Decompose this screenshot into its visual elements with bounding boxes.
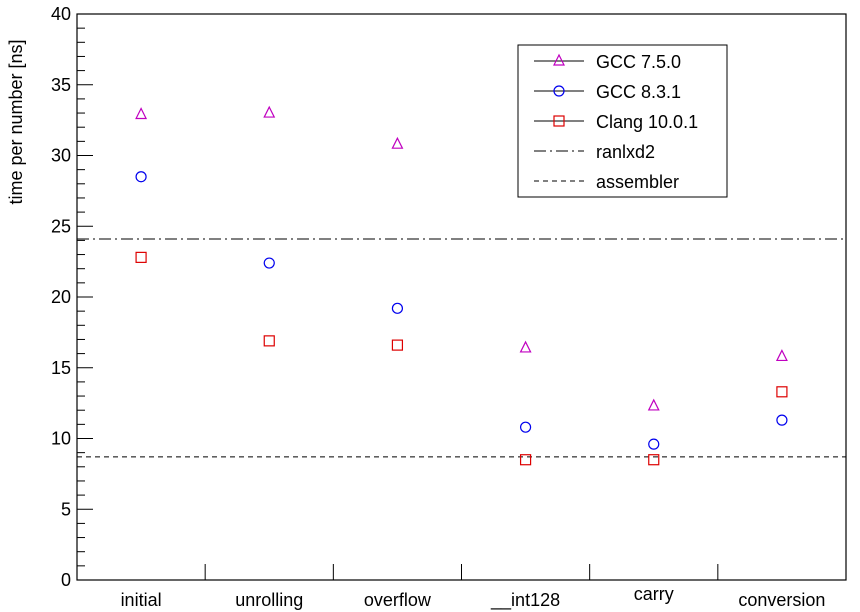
plot-frame <box>76 13 847 581</box>
y-tick-label: 20 <box>51 287 71 307</box>
data-point <box>263 335 275 347</box>
x-tick-label: carry <box>634 584 674 604</box>
x-tick-label: __int128 <box>490 590 560 611</box>
y-tick-label: 10 <box>51 429 71 449</box>
legend-marker <box>553 53 565 66</box>
plot-area: 0 5 10 15 20 25 30 35 40 initial unrolling overflow… <box>51 4 847 611</box>
data-point <box>519 454 532 466</box>
data-point <box>135 171 147 183</box>
data-point <box>263 105 276 118</box>
data-point <box>519 421 532 433</box>
data-point <box>776 386 788 398</box>
legend-label: assembler <box>596 172 679 192</box>
y-tick-label: 30 <box>51 146 71 166</box>
x-tick-label: initial <box>121 590 162 610</box>
legend-label: Clang 10.0.1 <box>596 112 698 132</box>
x-tick-label: unrolling <box>235 590 303 610</box>
data-point <box>776 414 788 426</box>
y-tick-label: 0 <box>61 570 71 590</box>
data-point <box>648 438 660 450</box>
legend-label: GCC 8.3.1 <box>596 82 681 102</box>
data-point <box>391 339 404 351</box>
y-tick-label: 15 <box>51 358 71 378</box>
data-point <box>135 107 148 120</box>
y-tick-label: 25 <box>51 216 71 236</box>
y-axis-label: time per number [ns] <box>6 39 26 204</box>
x-tick-label: conversion <box>738 590 825 610</box>
y-tick-label: 40 <box>51 4 71 24</box>
y-tick-label: 35 <box>51 75 71 95</box>
data-point <box>391 136 404 149</box>
data-point <box>647 398 660 411</box>
legend-label: GCC 7.5.0 <box>596 52 681 72</box>
data-point <box>519 340 532 353</box>
y-tick-label: 5 <box>61 499 71 519</box>
legend-marker <box>553 115 565 127</box>
data-point <box>648 454 660 466</box>
legend-label: ranlxd2 <box>596 142 655 162</box>
legend: GCC 7.5.0 GCC 8.3.1 Clang 10.0.1 ranlxd2 ass… <box>517 44 728 198</box>
data-point <box>135 251 147 263</box>
legend-marker <box>553 85 565 97</box>
x-tick-label: overflow <box>364 590 432 610</box>
data-point <box>391 302 404 314</box>
data-point <box>263 257 275 269</box>
data-point <box>775 349 788 362</box>
